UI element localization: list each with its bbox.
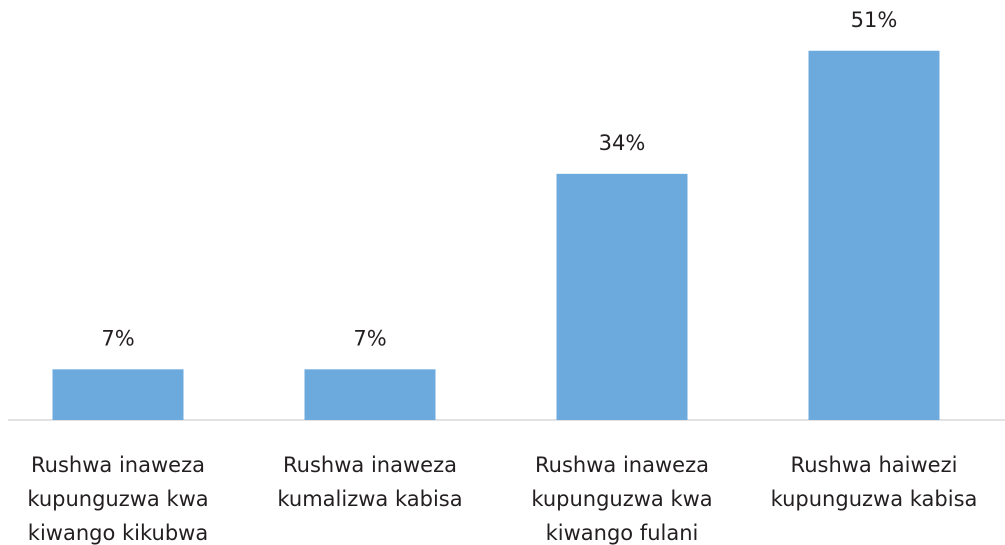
bar (304, 369, 436, 420)
x-tick-label: Rushwa inaweza kumalizwa kabisa (277, 453, 463, 511)
x-tick-label: Rushwa inaweza kupunguzwa kwa kiwango ki… (27, 453, 209, 545)
value-label: 7% (353, 326, 386, 350)
bar (52, 369, 184, 420)
value-label: 7% (101, 326, 134, 350)
value-label: 34% (599, 131, 646, 155)
bar (556, 173, 688, 420)
x-tick-label: Rushwa haiwezi kupunguzwa kabisa (770, 453, 978, 511)
value-label: 51% (851, 8, 898, 32)
bar (808, 50, 940, 420)
x-tick-label: Rushwa inaweza kupunguzwa kwa kiwango fu… (531, 453, 713, 545)
